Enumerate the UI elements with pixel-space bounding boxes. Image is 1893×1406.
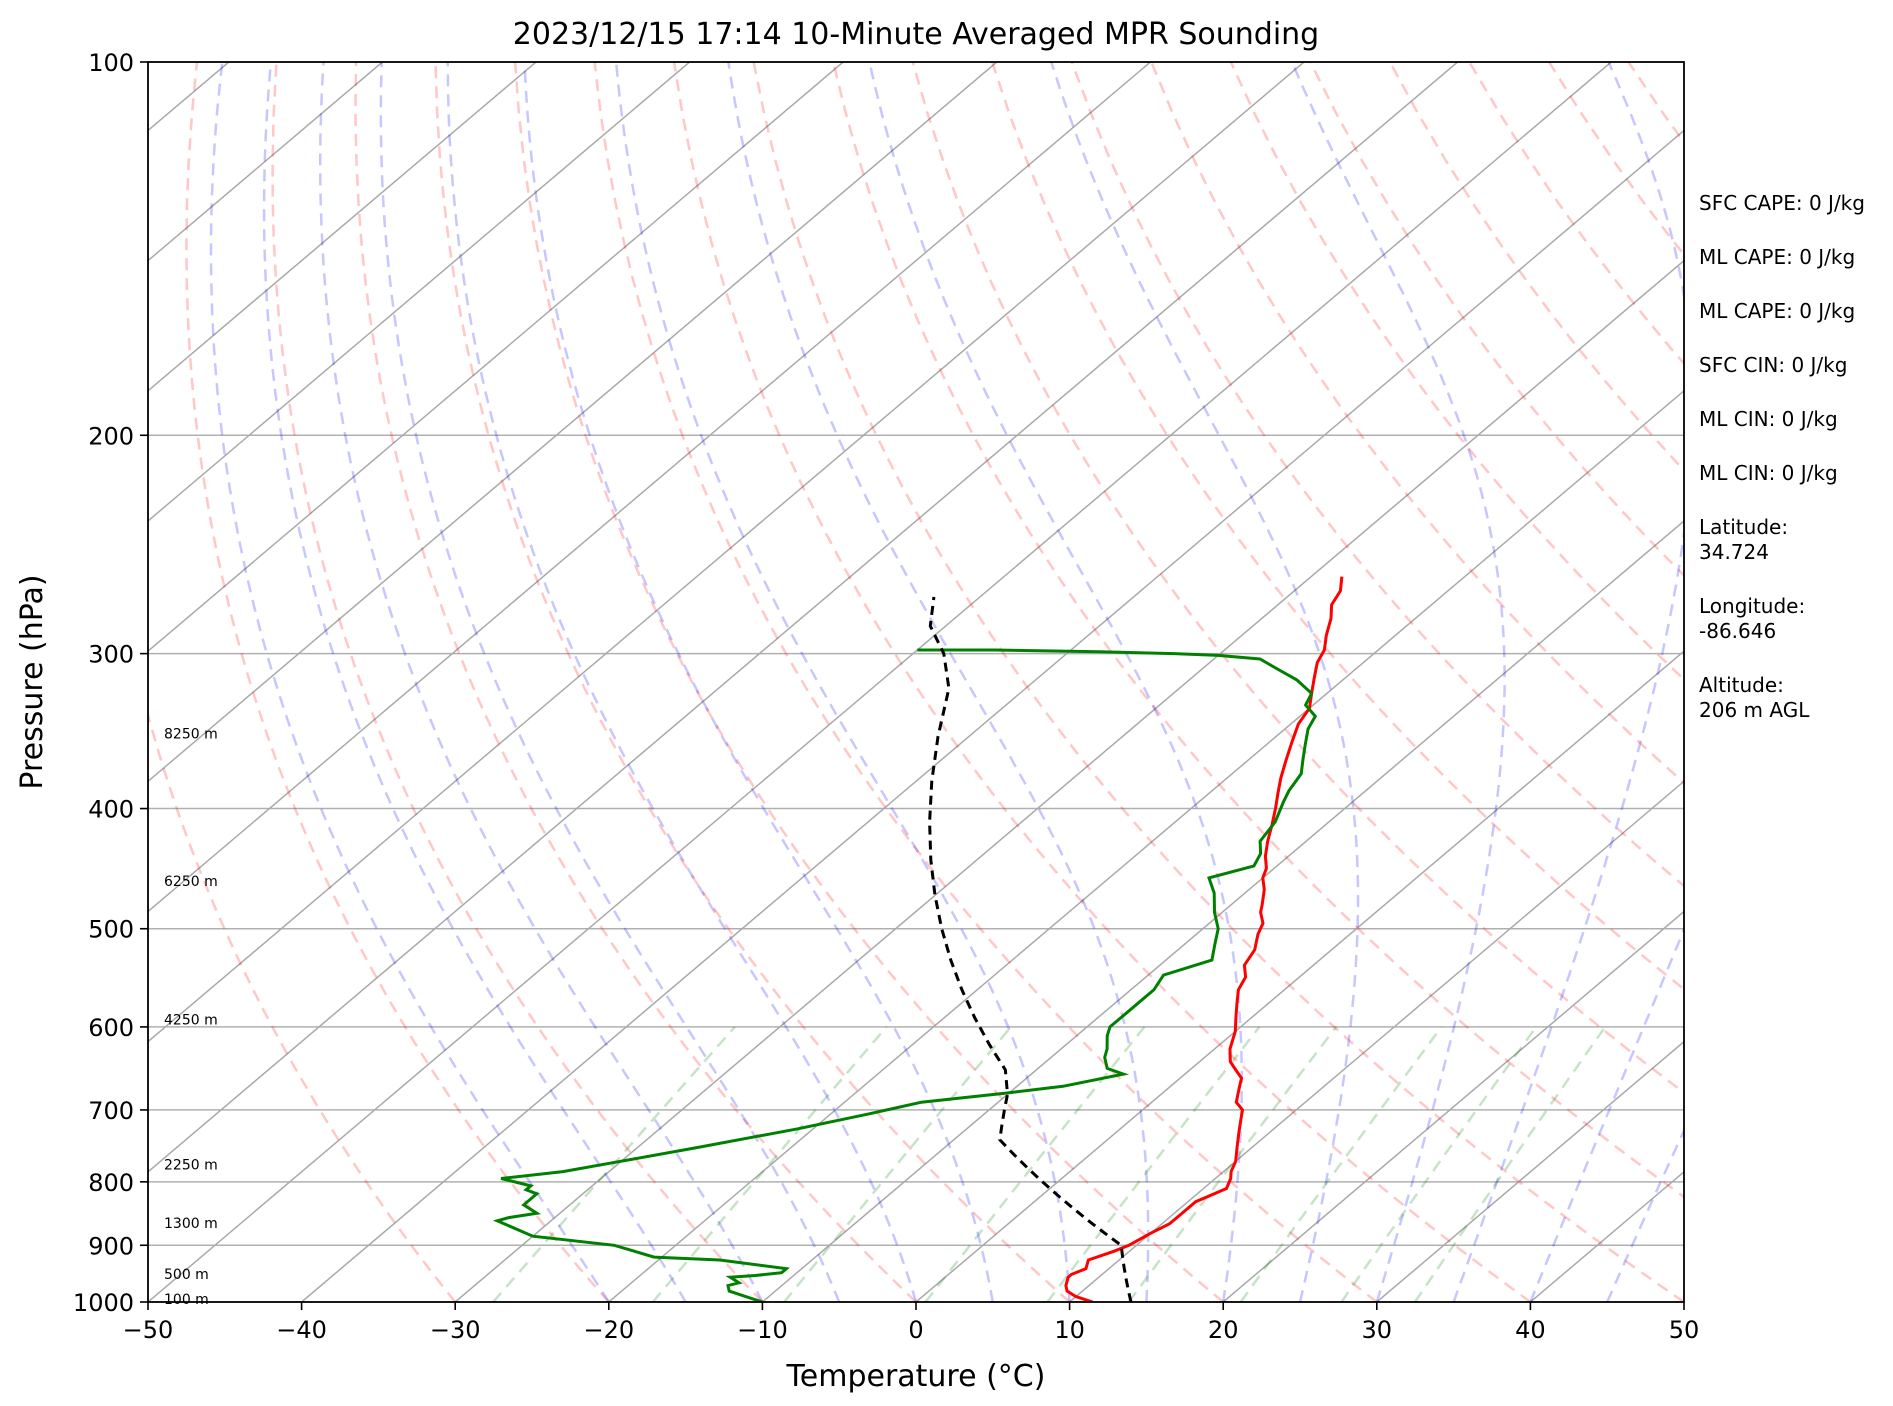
moist-adiabat	[318, 62, 764, 1302]
moist-adiabat	[446, 62, 918, 1302]
height-label: 2250 m	[164, 1158, 218, 1174]
parcel-line	[928, 596, 1133, 1302]
dry-adiabat	[148, 710, 457, 1302]
dry-adiabat	[1150, 62, 1684, 785]
mixing-ratio-line	[1340, 1026, 1538, 1302]
x-tick-label: −10	[737, 1316, 788, 1344]
moist-adiabat	[727, 62, 1150, 1302]
info-text: ML CIN: 0 J/kg	[1699, 461, 1838, 485]
moist-adiabat	[1290, 62, 1506, 1302]
isotherm	[148, 62, 1305, 1043]
x-tick-label: 40	[1515, 1316, 1546, 1344]
height-label: 8250 m	[164, 727, 218, 743]
dry-adiabat	[991, 62, 1684, 991]
isotherm	[1376, 1040, 1684, 1302]
info-text: Longitude: -86.646	[1699, 594, 1805, 643]
mixing-ratio-line	[1239, 1026, 1443, 1302]
temperature-line	[1064, 576, 1344, 1302]
x-tick-label: 30	[1362, 1316, 1393, 1344]
dry-adiabat	[513, 62, 1224, 1302]
x-tick-label: −50	[123, 1316, 174, 1344]
isotherm	[915, 650, 1684, 1302]
info-text: SFC CIN: 0 J/kg	[1699, 353, 1847, 377]
y-tick-label: 100	[88, 49, 134, 77]
isotherm	[148, 62, 844, 653]
info-text: ML CIN: 0 J/kg	[1699, 407, 1838, 431]
y-tick-label: 600	[88, 1014, 134, 1042]
axis-ticks: −50 −40 −30 −20 −10 0 10 20 30 40 50 100 200 300 400 50…	[73, 49, 1699, 1344]
moist-adiabat	[1529, 926, 1684, 1302]
dry-adiabat	[271, 62, 764, 1302]
info-text: Altitude: 206 m AGL	[1699, 673, 1810, 722]
moist-adiabat	[868, 62, 1244, 1302]
mixing-ratio-line	[924, 1026, 1146, 1302]
x-tick-label: 10	[1054, 1316, 1085, 1344]
dry-adiabat	[1229, 62, 1684, 682]
dry-adiabat	[672, 62, 1532, 1302]
moist-adiabat	[1452, 62, 1684, 1302]
dry-adiabat	[434, 62, 1071, 1302]
y-axis-label: Pressure (hPa)	[15, 574, 50, 789]
y-tick-label: 800	[88, 1169, 134, 1197]
mixing-ratio-line	[651, 1026, 888, 1302]
isotherm	[454, 259, 1684, 1302]
x-axis-label: Temperature (°C)	[786, 1359, 1046, 1394]
height-label: 500 m	[164, 1267, 209, 1283]
y-tick-label: 400	[88, 796, 134, 824]
isotherm	[1069, 780, 1684, 1302]
moist-adiabat	[262, 62, 687, 1302]
moist-adiabat	[379, 62, 841, 1302]
x-tick-label: −20	[583, 1316, 634, 1344]
isotherm	[148, 62, 537, 392]
y-tick-label: 900	[88, 1232, 134, 1260]
isotherm	[608, 389, 1684, 1302]
x-tick-label: 50	[1669, 1316, 1700, 1344]
height-label: 100 m	[164, 1292, 209, 1308]
dry-adiabat	[354, 62, 917, 1302]
dewpoint-line	[492, 648, 1318, 1302]
x-tick-label: −30	[430, 1316, 481, 1344]
mixing-ratio-line	[1046, 1026, 1261, 1302]
y-tick-label: 700	[88, 1097, 134, 1125]
info-text: ML CAPE: 0 J/kg	[1699, 299, 1855, 323]
profile-lines	[492, 576, 1344, 1302]
moist-adiabat	[209, 62, 610, 1302]
background-lines	[148, 62, 1684, 1302]
mixing-ratio-line	[1127, 1026, 1338, 1302]
annotations: 100 m 500 m 1300 m 2250 m 4250 m 6250 m 8250 m…	[164, 191, 1865, 1308]
moist-adiabat	[1050, 62, 1360, 1302]
height-label: 4250 m	[164, 1012, 218, 1028]
isotherm	[1222, 910, 1684, 1302]
isotherm	[148, 62, 1151, 913]
height-label: 6250 m	[164, 874, 218, 890]
mixing-ratio-line	[492, 1026, 736, 1302]
moist-adiabat	[523, 62, 995, 1302]
y-tick-label: 500	[88, 916, 134, 944]
chart-title: 2023/12/15 17:14 10-Minute Averaged MPR …	[513, 17, 1319, 52]
y-tick-label: 1000	[73, 1289, 134, 1317]
mixing-ratio-line	[783, 1026, 1012, 1302]
info-text: SFC CAPE: 0 J/kg	[1699, 191, 1865, 215]
moist-adiabat	[614, 62, 1071, 1302]
dry-adiabat	[752, 62, 1684, 1302]
isotherm	[148, 62, 1612, 1302]
dry-adiabat	[1070, 62, 1684, 888]
x-tick-label: −40	[276, 1316, 327, 1344]
mixing-ratio-line	[1413, 1026, 1607, 1302]
isotherm	[148, 62, 1459, 1173]
info-text: Latitude: 34.724	[1699, 515, 1788, 564]
isotherm	[301, 129, 1684, 1302]
isotherm	[148, 62, 691, 522]
y-tick-label: 300	[88, 641, 134, 669]
dry-adiabat	[1309, 62, 1684, 578]
isotherm	[148, 62, 998, 783]
y-tick-label: 200	[88, 422, 134, 450]
x-tick-label: 20	[1208, 1316, 1239, 1344]
x-tick-label: 0	[908, 1316, 923, 1344]
height-label: 1300 m	[164, 1216, 218, 1232]
info-text: ML CAPE: 0 J/kg	[1699, 245, 1855, 269]
